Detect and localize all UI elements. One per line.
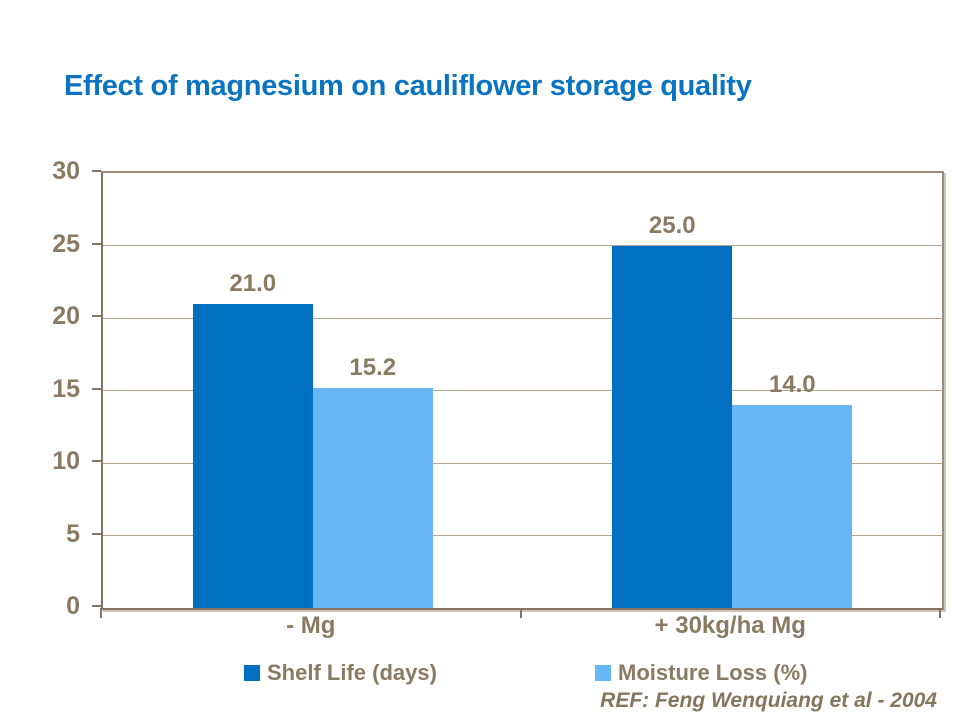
data-label-shelf-life-days-mg: 21.0 — [229, 269, 277, 297]
gridline-y20 — [103, 317, 942, 319]
bar-shelf-life-days-mg — [192, 303, 313, 608]
bar-shelf-life-days-30kg-ha-mg — [612, 245, 733, 608]
ytick-mark-30 — [92, 170, 101, 172]
reference-text: REF: Feng Wenquiang et al - 2004 — [600, 689, 937, 712]
data-label-moisture-loss-mg: 15.2 — [349, 353, 397, 381]
chart-title: Effect of magnesium on cauliflower stora… — [64, 70, 752, 102]
ytick-mark-5 — [92, 532, 101, 535]
category-label-mg: - Mg — [286, 612, 336, 639]
legend-label-shelf-life-days: Shelf Life (days) — [267, 660, 437, 685]
legend-swatch-moisture-loss — [595, 665, 611, 681]
plot-area: 21.0 25.0 15.2 14.0 — [101, 171, 944, 610]
ytick-label-0: 0 — [66, 592, 80, 620]
legend-item-moisture-loss: Moisture Loss (%) — [595, 660, 807, 686]
gridline-y5 — [103, 535, 942, 536]
ytick-label-20: 20 — [52, 302, 80, 330]
legend-swatch-shelf-life-days — [244, 665, 260, 681]
xtick-mark-0 — [100, 608, 102, 618]
bar-moisture-loss-mg — [312, 387, 433, 608]
ytick-mark-0 — [92, 605, 101, 607]
xtick-mark-1 — [519, 608, 522, 618]
ytick-label-30: 30 — [52, 157, 80, 185]
legend-label-moisture-loss: Moisture Loss (%) — [618, 660, 808, 685]
ytick-label-15: 15 — [52, 374, 80, 403]
legend-item-shelf-life-days: Shelf Life (days) — [244, 660, 437, 686]
ytick-label-25: 25 — [52, 229, 80, 258]
ytick-label-5: 5 — [66, 519, 80, 548]
data-label-moisture-loss-30kg-ha-mg: 14.0 — [768, 371, 816, 398]
gridline-y25 — [103, 245, 942, 246]
ytick-mark-10 — [92, 460, 101, 462]
gridline-y15 — [103, 390, 942, 391]
ytick-label-10: 10 — [52, 447, 80, 475]
gridline-y10 — [103, 462, 942, 464]
bar-moisture-loss-30kg-ha-mg — [732, 405, 853, 608]
ytick-mark-20 — [92, 315, 101, 317]
ytick-mark-25 — [92, 242, 101, 245]
category-label-30kg-ha-mg: + 30kg/ha Mg — [654, 612, 806, 639]
ytick-mark-15 — [92, 387, 101, 390]
data-label-shelf-life-days-30kg-ha-mg: 25.0 — [648, 211, 696, 239]
xtick-mark-2 — [939, 608, 941, 618]
